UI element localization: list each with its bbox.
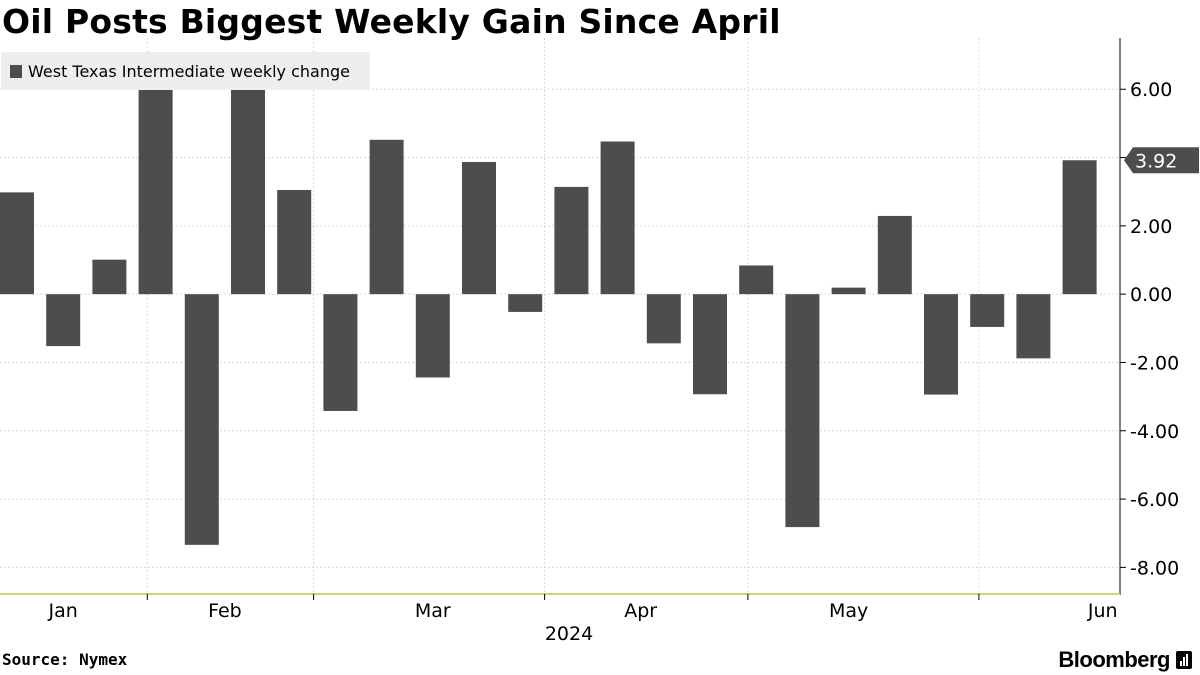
bar xyxy=(415,294,450,378)
x-tick-label: Feb xyxy=(208,600,242,622)
bar xyxy=(92,259,127,295)
bar xyxy=(739,265,774,295)
legend-swatch xyxy=(10,65,22,78)
y-tick-label: 6.00 xyxy=(1130,79,1172,101)
x-tick-label: Apr xyxy=(624,600,657,622)
x-tick-label: Jan xyxy=(48,600,78,622)
bar xyxy=(369,139,404,295)
bar xyxy=(600,141,635,295)
bar xyxy=(0,192,34,295)
y-tick-label: -4.00 xyxy=(1130,421,1179,443)
legend-background xyxy=(1,52,370,90)
bar xyxy=(46,294,81,347)
x-tick-label: Jun xyxy=(1087,600,1118,622)
y-tick-label: 0.00 xyxy=(1130,284,1172,306)
callout-value-label: 3.92 xyxy=(1135,150,1177,172)
bar xyxy=(693,294,727,395)
bar xyxy=(508,294,543,312)
bar xyxy=(924,294,958,395)
x-tick-label: May xyxy=(829,600,868,622)
bar xyxy=(970,294,1005,327)
y-tick-label: 2.00 xyxy=(1130,216,1172,238)
bar xyxy=(877,215,912,295)
x-tick-label: Mar xyxy=(415,600,451,622)
chart-title: Oil Posts Biggest Weekly Gain Since Apri… xyxy=(2,2,781,41)
bar xyxy=(1062,160,1097,295)
last-value-callout: 3.92 xyxy=(1124,147,1199,174)
bar xyxy=(277,189,312,295)
y-tick-label: -8.00 xyxy=(1130,557,1179,579)
brand-name: Bloomberg xyxy=(1058,647,1170,672)
bar xyxy=(646,294,681,344)
bar-layer xyxy=(0,79,1097,545)
source-note: Source: Nymex xyxy=(2,650,128,669)
bar xyxy=(184,294,219,545)
bar xyxy=(323,294,358,411)
bar xyxy=(831,287,866,295)
y-tick-label: -6.00 xyxy=(1130,489,1179,511)
bar xyxy=(785,294,820,528)
axis-layer: 6.004.002.000.00-2.00-4.00-6.00-8.00JanF… xyxy=(0,38,1179,645)
bar xyxy=(554,186,589,295)
legend-layer: West Texas Intermediate weekly change xyxy=(1,52,370,90)
legend-label: West Texas Intermediate weekly change xyxy=(28,62,350,81)
bar xyxy=(231,79,265,295)
brand-mark: Bloomberg xyxy=(1058,647,1192,673)
x-year-label: 2024 xyxy=(545,623,593,645)
callout-box xyxy=(1124,147,1199,174)
bar xyxy=(1016,294,1051,359)
bloomberg-logo-icon xyxy=(1176,651,1192,669)
bar xyxy=(138,80,173,295)
bar xyxy=(462,161,496,295)
y-tick-label: -2.00 xyxy=(1130,352,1179,374)
